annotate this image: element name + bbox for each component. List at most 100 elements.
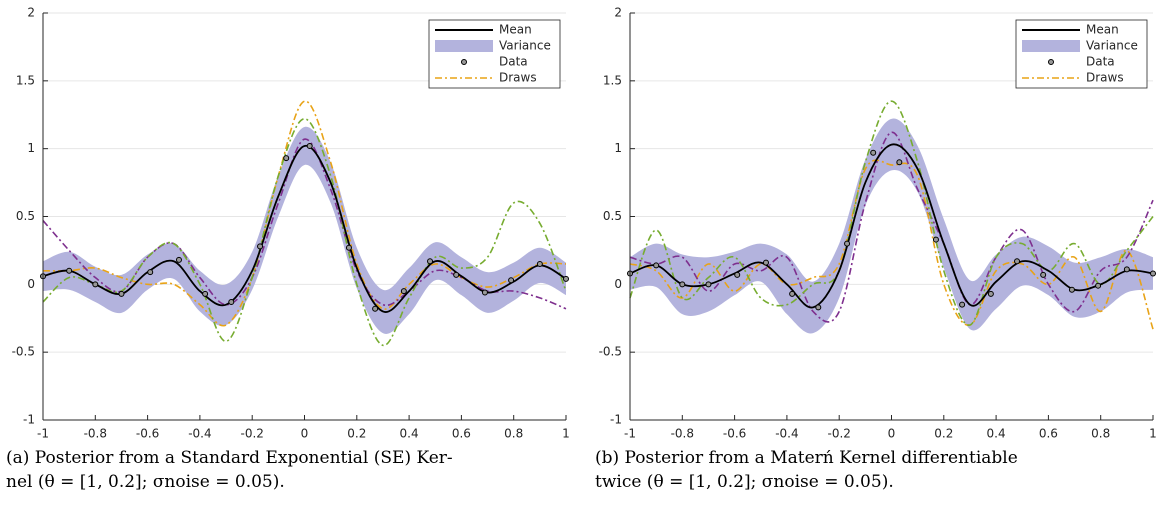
legend-label: Data	[1086, 55, 1115, 69]
legend-label: Draws	[499, 71, 537, 85]
x-tick-label: 0.4	[400, 427, 419, 441]
data-point	[536, 260, 543, 267]
data-point	[257, 243, 264, 250]
legend-swatch	[435, 40, 493, 52]
caption-line: (b) Posterior from a Materń Kernel diffe…	[595, 448, 1018, 468]
y-tick-label: 0.5	[16, 209, 35, 223]
data-point	[1123, 266, 1130, 273]
x-tick-label: 0.4	[987, 427, 1006, 441]
x-tick-label: -0.6	[136, 427, 159, 441]
x-tick-label: 0	[888, 427, 896, 441]
legend-label: Mean	[1086, 23, 1119, 37]
draw-line	[42, 100, 567, 327]
y-tick-label: 0.5	[603, 209, 622, 223]
draw-line	[42, 118, 567, 347]
data-point	[1095, 282, 1102, 289]
y-tick-label: -1	[610, 413, 622, 427]
caption-line: twice (θ = [1, 0.2]; σnoise = 0.05).	[595, 472, 894, 492]
y-tick-label: 1	[27, 141, 35, 155]
y-tick-label: -0.5	[12, 345, 35, 359]
data-point	[400, 288, 407, 295]
draw-line	[629, 159, 1154, 330]
x-tick-label: 1	[1149, 427, 1156, 441]
data-point	[283, 155, 290, 162]
draw-line	[629, 100, 1154, 326]
data-point	[1150, 270, 1156, 277]
data-point	[147, 269, 154, 276]
mean-line	[629, 143, 1154, 309]
legend-swatch	[461, 59, 467, 65]
data-point	[453, 271, 460, 278]
x-tick-label: -1	[37, 427, 49, 441]
caption: (b) Posterior from a Materń Kernel diffe…	[595, 446, 1135, 494]
x-tick-label: -0.2	[240, 427, 263, 441]
y-tick-label: 0	[27, 277, 35, 291]
legend-box	[428, 19, 561, 89]
x-tick-label: 0	[301, 427, 309, 441]
x-tick-label: -1	[624, 427, 636, 441]
x-tick-label: -0.8	[84, 427, 107, 441]
data-point	[1014, 258, 1021, 265]
x-tick-label: -0.2	[827, 427, 850, 441]
data-point	[789, 290, 796, 297]
y-tick-label: -0.5	[599, 345, 622, 359]
data-point	[228, 298, 235, 305]
y-tick-label: 1.5	[16, 73, 35, 87]
caption-line: (a) Posterior from a Standard Exponentia…	[6, 448, 453, 468]
data-point	[870, 149, 877, 156]
legend-label: Draws	[1086, 71, 1124, 85]
data-point	[653, 262, 660, 269]
x-tick-label: -0.4	[188, 427, 211, 441]
legend-swatch	[1022, 40, 1080, 52]
x-tick-label: 0.8	[1091, 427, 1110, 441]
data-point	[563, 275, 569, 282]
x-tick-label: -0.8	[671, 427, 694, 441]
legend-box	[1015, 19, 1148, 89]
legend-label: Data	[499, 55, 528, 69]
data-point	[734, 271, 741, 278]
y-tick-label: 2	[27, 6, 35, 20]
x-tick-label: 0.8	[504, 427, 523, 441]
data-point	[959, 301, 966, 308]
data-point	[987, 290, 994, 297]
data-point	[92, 281, 99, 288]
data-point	[372, 305, 379, 312]
variance-band	[43, 126, 566, 334]
data-point	[427, 258, 434, 265]
legend-label: Variance	[499, 39, 551, 53]
data-point	[705, 281, 712, 288]
data-point	[1068, 286, 1075, 293]
data-point	[762, 259, 769, 266]
data-point	[896, 159, 903, 166]
y-tick-label: 2	[614, 6, 622, 20]
caption-line: nel (θ = [1, 0.2]; σnoise = 0.05).	[6, 472, 285, 492]
data-point	[306, 142, 313, 149]
data-point	[1040, 271, 1047, 278]
x-tick-label: 0.6	[452, 427, 471, 441]
data-point	[202, 290, 209, 297]
data-point	[679, 281, 686, 288]
y-tick-label: 0	[614, 277, 622, 291]
data-point	[345, 244, 352, 251]
y-tick-label: 1	[614, 141, 622, 155]
x-tick-label: -0.4	[775, 427, 798, 441]
x-tick-label: 0.2	[934, 427, 953, 441]
y-tick-label: -1	[23, 413, 35, 427]
figure: -1 -0.5 0 0.5 1 1.5 2 -1 -0.8 -0.6 -0.4 -0.2 0 0.2 0.4…	[12, 6, 1156, 441]
data-point	[844, 240, 851, 247]
data-point	[815, 304, 822, 311]
x-tick-label: 0.2	[347, 427, 366, 441]
data-point	[508, 277, 515, 284]
data-point	[481, 289, 488, 296]
legend-label: Mean	[499, 23, 532, 37]
data-point	[66, 267, 73, 274]
data-point	[175, 256, 182, 263]
mean-line	[42, 145, 567, 313]
variance-band	[630, 118, 1153, 334]
data-point	[118, 290, 125, 297]
caption: (a) Posterior from a Standard Exponentia…	[6, 446, 546, 494]
y-tick-label: 1.5	[603, 73, 622, 87]
x-tick-label: 0.6	[1039, 427, 1058, 441]
x-tick-label: 1	[562, 427, 570, 441]
